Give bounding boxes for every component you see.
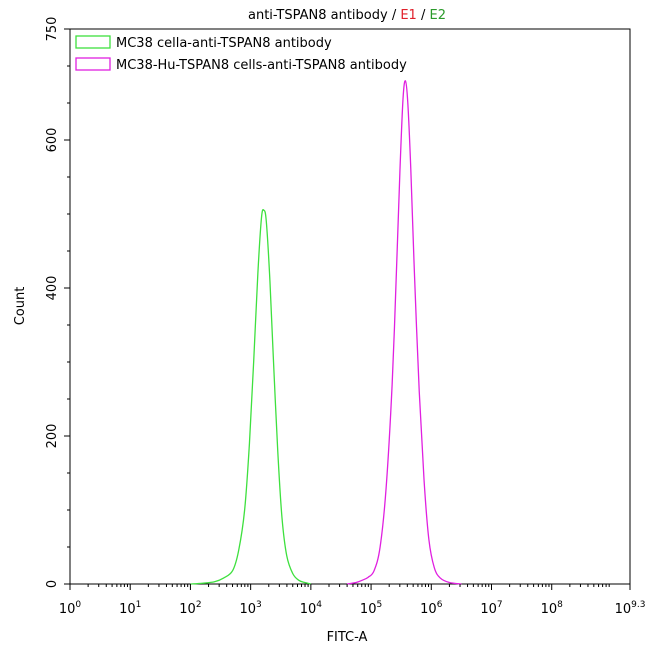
x-tick-label: 106 [420,600,443,617]
plot-frame [69,28,631,585]
legend-label: MC38-Hu-TSPAN8 cells-anti-TSPAN8 antibod… [116,58,407,73]
series-line-2 [346,80,462,585]
legend: MC38 cella-anti-TSPAN8 antibody MC38-Hu-T… [75,35,407,73]
legend-swatch [75,35,111,49]
title-part: / [417,8,430,23]
x-tick-label: 103 [240,600,262,617]
y-tick-label: 400 [45,276,60,301]
y-tick-label: 200 [45,424,60,449]
y-tick-label: 750 [45,17,60,42]
x-tick-label: 102 [179,600,201,617]
y-axis: 0 200 400 600 750 [45,17,70,588]
x-tick-label: 105 [360,600,382,617]
legend-swatch [75,57,111,71]
y-tick-label: 600 [45,128,60,153]
y-tick-label: 0 [45,580,60,588]
x-tick-label: 109.3 [615,600,646,617]
title-part: anti-TSPAN8 antibody [248,8,388,23]
title-part: E2 [430,8,447,23]
chart-title: anti-TSPAN8 antibody / E1 / E2 [248,8,446,23]
title-part: E1 [400,8,417,23]
x-tick-label: 107 [480,600,502,617]
series-layer [190,80,462,585]
x-tick-label: 101 [119,600,141,617]
x-tick-label: 104 [300,600,323,617]
x-axis: 100 101 102 103 104 105 106 107 108 109.3 [59,584,646,617]
title-part: / [388,8,401,23]
legend-label: MC38 cella-anti-TSPAN8 antibody [116,36,332,51]
series-line-1 [190,208,312,585]
x-axis-label: FITC-A [327,630,368,645]
y-axis-label: Count [13,287,28,326]
x-tick-label: 108 [541,600,564,617]
x-tick-label: 100 [59,600,82,617]
